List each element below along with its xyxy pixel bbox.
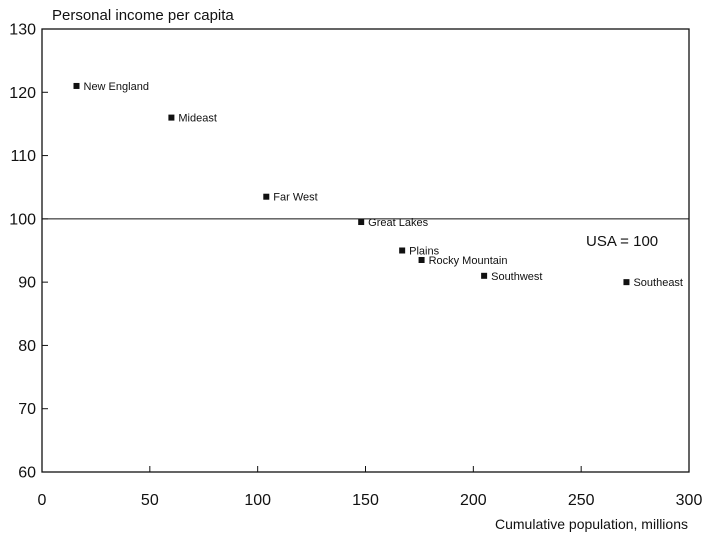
x-tick-label: 250 bbox=[568, 492, 595, 509]
y-ticks: 60 70 80 90 100 110 120 130 bbox=[9, 22, 48, 482]
data-point-plains bbox=[399, 247, 406, 254]
data-label-southeast: Southeast bbox=[633, 277, 683, 289]
x-tick-label: 300 bbox=[676, 492, 703, 509]
x-tick-label: 50 bbox=[141, 492, 159, 509]
data-point-new-england bbox=[73, 82, 80, 89]
data-label-southwest: Southwest bbox=[491, 271, 542, 283]
data-label-rocky-mountain: Rocky Mountain bbox=[429, 255, 508, 267]
y-axis-label: Personal income per capita bbox=[52, 7, 234, 24]
y-tick-label: 130 bbox=[9, 22, 36, 39]
data-point-far-west bbox=[263, 193, 270, 200]
data-label-great-lakes: Great Lakes bbox=[368, 217, 428, 229]
data-point-mideast bbox=[168, 114, 175, 121]
x-axis-label: Cumulative population, millions bbox=[495, 516, 688, 532]
data-label-mideast: Mideast bbox=[178, 113, 217, 125]
y-tick-label: 80 bbox=[18, 338, 36, 355]
usa-100-annotation: USA = 100 bbox=[586, 233, 658, 250]
data-label-new-england: New England bbox=[84, 81, 149, 93]
data-label-far-west: Far West bbox=[273, 192, 317, 204]
y-tick-label: 100 bbox=[9, 211, 36, 228]
x-ticks: 0 50 100 150 200 250 300 bbox=[38, 466, 703, 509]
y-tick-label: 120 bbox=[9, 85, 36, 102]
data-point-southwest bbox=[481, 272, 488, 279]
plot-frame bbox=[41, 28, 690, 473]
y-tick-label: 60 bbox=[18, 465, 36, 482]
x-tick-label: 150 bbox=[352, 492, 379, 509]
data-point-rocky-mountain bbox=[418, 256, 425, 263]
data-point-great-lakes bbox=[358, 219, 365, 226]
y-tick-label: 110 bbox=[10, 148, 36, 165]
x-tick-label: 100 bbox=[244, 492, 271, 509]
data-label-plains: Plains bbox=[409, 246, 439, 258]
y-tick-label: 90 bbox=[18, 275, 36, 292]
x-tick-label: 0 bbox=[38, 492, 47, 509]
data-point-southeast bbox=[623, 279, 630, 286]
data-points: New England Mideast Far West Great Lakes Pla… bbox=[73, 81, 683, 289]
y-tick-label: 70 bbox=[18, 401, 36, 418]
x-tick-label: 200 bbox=[460, 492, 487, 509]
